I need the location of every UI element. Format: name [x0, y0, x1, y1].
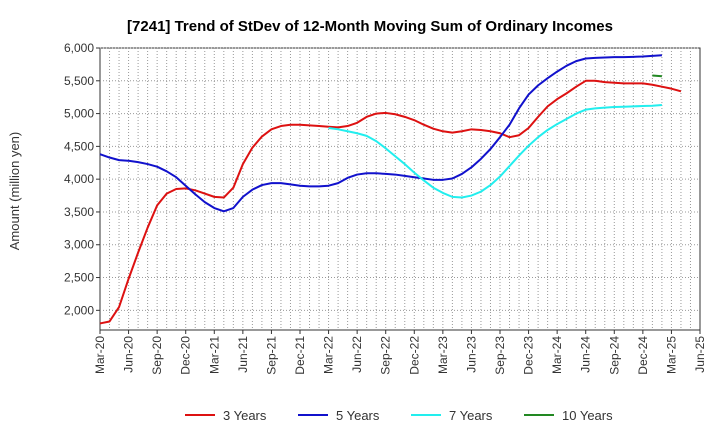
y-tick-label: 2,000 [64, 303, 94, 317]
legend-item-10-years: 10 Years [524, 408, 613, 423]
series-line-10-years [652, 74, 662, 78]
series-line-5-years [99, 54, 662, 213]
chart-title: [7241] Trend of StDev of 12-Month Moving… [127, 18, 613, 35]
x-tick-label: Mar-22 [322, 336, 336, 374]
legend: 3 Years 5 Years 7 Years 10 Years [185, 408, 613, 423]
x-tick-label: Sep-23 [493, 336, 507, 375]
x-tick-label: Mar-21 [207, 336, 221, 374]
y-tick-label: 3,500 [64, 205, 94, 219]
y-tick-label: 3,000 [64, 238, 94, 252]
series-line-3-years [99, 79, 682, 325]
legend-label: 3 Years [223, 408, 267, 423]
y-tick-label: 5,000 [64, 107, 94, 121]
y-tick-label: 6,000 [64, 41, 94, 55]
y-axis: 2,000 2,500 3,000 3,500 4,000 4,500 5,000 5,500… [64, 41, 100, 317]
x-tick-label: Mar-23 [436, 336, 450, 374]
x-tick-label: Dec-21 [293, 336, 307, 375]
series-lines [99, 54, 682, 325]
x-tick-label: Dec-22 [407, 336, 421, 375]
x-tick-label: Jun-20 [122, 336, 136, 373]
legend-item-3-years: 3 Years [185, 408, 267, 423]
x-tick-label: Mar-25 [664, 336, 678, 374]
x-tick-label: Jun-21 [236, 336, 250, 373]
x-tick-label: Sep-21 [264, 336, 278, 375]
series-line-7-years [328, 104, 662, 199]
y-axis-label: Amount (million yen) [7, 132, 22, 251]
x-tick-label: Mar-24 [550, 336, 564, 374]
y-tick-label: 4,500 [64, 139, 94, 153]
y-tick-label: 5,500 [64, 74, 94, 88]
y-tick-label: 4,000 [64, 172, 94, 186]
x-tick-label: Dec-20 [179, 336, 193, 375]
x-tick-label: Jun-24 [579, 336, 593, 373]
x-tick-label: Jun-23 [464, 336, 478, 373]
x-tick-label: Sep-24 [607, 336, 621, 375]
x-tick-label: Sep-22 [379, 336, 393, 375]
legend-item-7-years: 7 Years [411, 408, 493, 423]
x-tick-label: Sep-20 [150, 336, 164, 375]
legend-item-5-years: 5 Years [298, 408, 380, 423]
y-tick-label: 2,500 [64, 271, 94, 285]
legend-label: 7 Years [449, 408, 493, 423]
x-tick-label: Jun-22 [350, 336, 364, 373]
x-tick-label: Dec-23 [522, 336, 536, 375]
legend-label: 10 Years [562, 408, 613, 423]
grid [100, 47, 700, 330]
x-tick-label: Dec-24 [636, 336, 650, 375]
x-tick-label: Jun-25 [693, 336, 707, 373]
x-tick-label: Mar-20 [93, 336, 107, 374]
legend-label: 5 Years [336, 408, 380, 423]
x-axis: Mar-20 Jun-20 Sep-20 Dec-20 Mar-21 Jun-21 Sep-… [93, 330, 707, 375]
plot-area [99, 47, 701, 331]
